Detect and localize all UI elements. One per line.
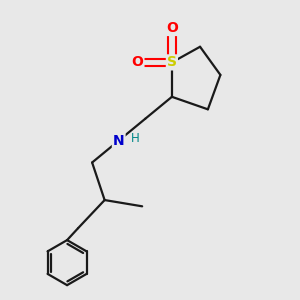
Text: H: H [130, 132, 140, 145]
Text: O: O [166, 21, 178, 35]
Text: N: N [113, 134, 124, 148]
Text: O: O [131, 56, 143, 69]
Text: S: S [167, 56, 177, 69]
